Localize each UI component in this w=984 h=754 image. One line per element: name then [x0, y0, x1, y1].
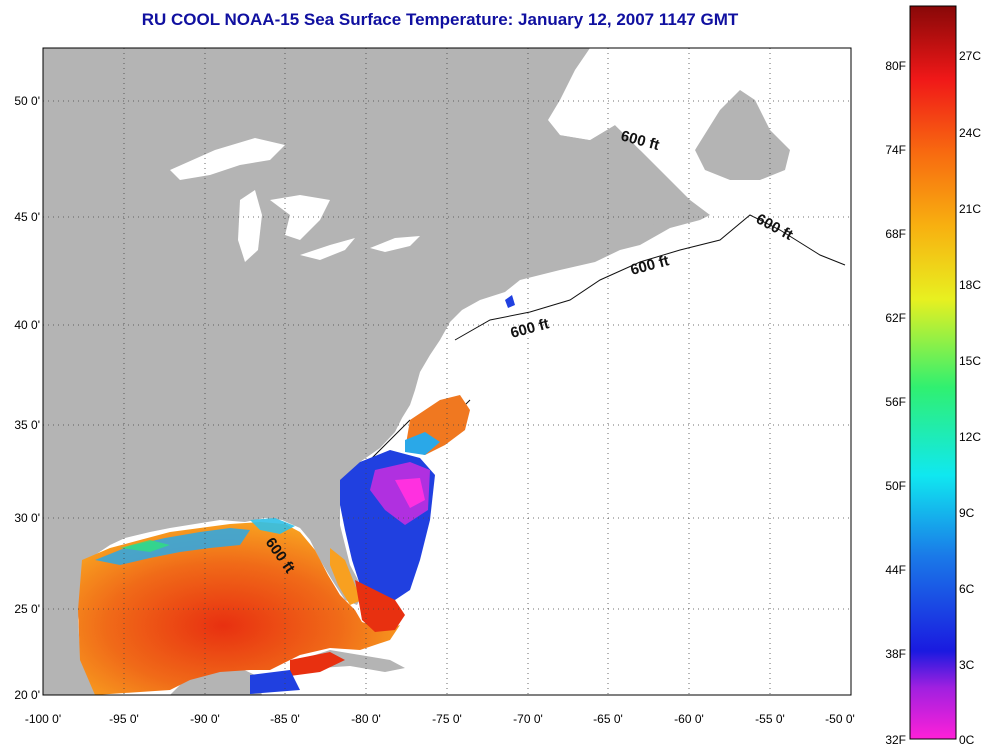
colorbar-c-label: 24C [959, 126, 981, 140]
lon-tick: -60 0' [674, 712, 704, 726]
colorbar-f-label: 38F [885, 647, 906, 661]
colorbar-c-label: 3C [959, 658, 975, 672]
colorbar-c-label: 15C [959, 354, 981, 368]
colorbar [909, 5, 957, 740]
colorbar-c-label: 21C [959, 202, 981, 216]
land-newfoundland [695, 90, 790, 180]
lon-tick-labels: -100 0' -95 0' -90 0' -85 0' -80 0' -75 … [25, 712, 855, 726]
colorbar-c-label: 9C [959, 506, 975, 520]
lon-tick: -90 0' [190, 712, 220, 726]
lon-tick: -55 0' [755, 712, 785, 726]
land-nova-scotia [580, 200, 680, 255]
great-lakes [170, 138, 420, 262]
colorbar-f-label: 68F [885, 227, 906, 241]
colorbar-c-label: 27C [959, 49, 981, 63]
lat-tick: 35 0' [14, 418, 40, 432]
lat-tick-labels: 50 0' 45 0' 40 0' 35 0' 30 0' 25 0' 20 0… [14, 94, 40, 702]
lat-tick: 40 0' [14, 318, 40, 332]
colorbar-f-label: 56F [885, 395, 906, 409]
colorbar-f-label: 74F [885, 143, 906, 157]
lat-tick: 25 0' [14, 602, 40, 616]
lon-tick: -80 0' [351, 712, 381, 726]
lat-tick: 50 0' [14, 94, 40, 108]
colorbar-f-labels: 80F 74F 68F 62F 56F 50F 44F 38F 32F [885, 59, 906, 747]
lat-tick: 30 0' [14, 511, 40, 525]
lon-tick: -85 0' [270, 712, 300, 726]
map-frame [42, 47, 852, 696]
colorbar-c-label: 18C [959, 278, 981, 292]
colorbar-f-label: 44F [885, 563, 906, 577]
gulf-st-lawrence [560, 92, 705, 165]
lon-tick: -100 0' [25, 712, 61, 726]
colorbar-c-label: 6C [959, 582, 975, 596]
lat-tick: 45 0' [14, 210, 40, 224]
lon-tick: -65 0' [593, 712, 623, 726]
lon-tick: -50 0' [825, 712, 855, 726]
map-title: RU COOL NOAA-15 Sea Surface Temperature:… [141, 10, 739, 29]
lon-tick: -70 0' [513, 712, 543, 726]
lon-tick: -75 0' [432, 712, 462, 726]
lat-tick: 20 0' [14, 688, 40, 702]
colorbar-f-label: 62F [885, 311, 906, 325]
colorbar-c-label: 0C [959, 733, 975, 747]
colorbar-f-label: 80F [885, 59, 906, 73]
land-north-america [43, 48, 710, 695]
land-yucatan [170, 668, 262, 695]
colorbar-f-label: 50F [885, 479, 906, 493]
colorbar-f-label: 32F [885, 733, 906, 747]
lon-tick: -95 0' [109, 712, 139, 726]
colorbar-c-label: 12C [959, 430, 981, 444]
sst-data-overlay [78, 295, 515, 695]
colorbar-c-labels: 27C 24C 21C 18C 15C 12C 9C 6C 3C 0C [959, 49, 981, 747]
